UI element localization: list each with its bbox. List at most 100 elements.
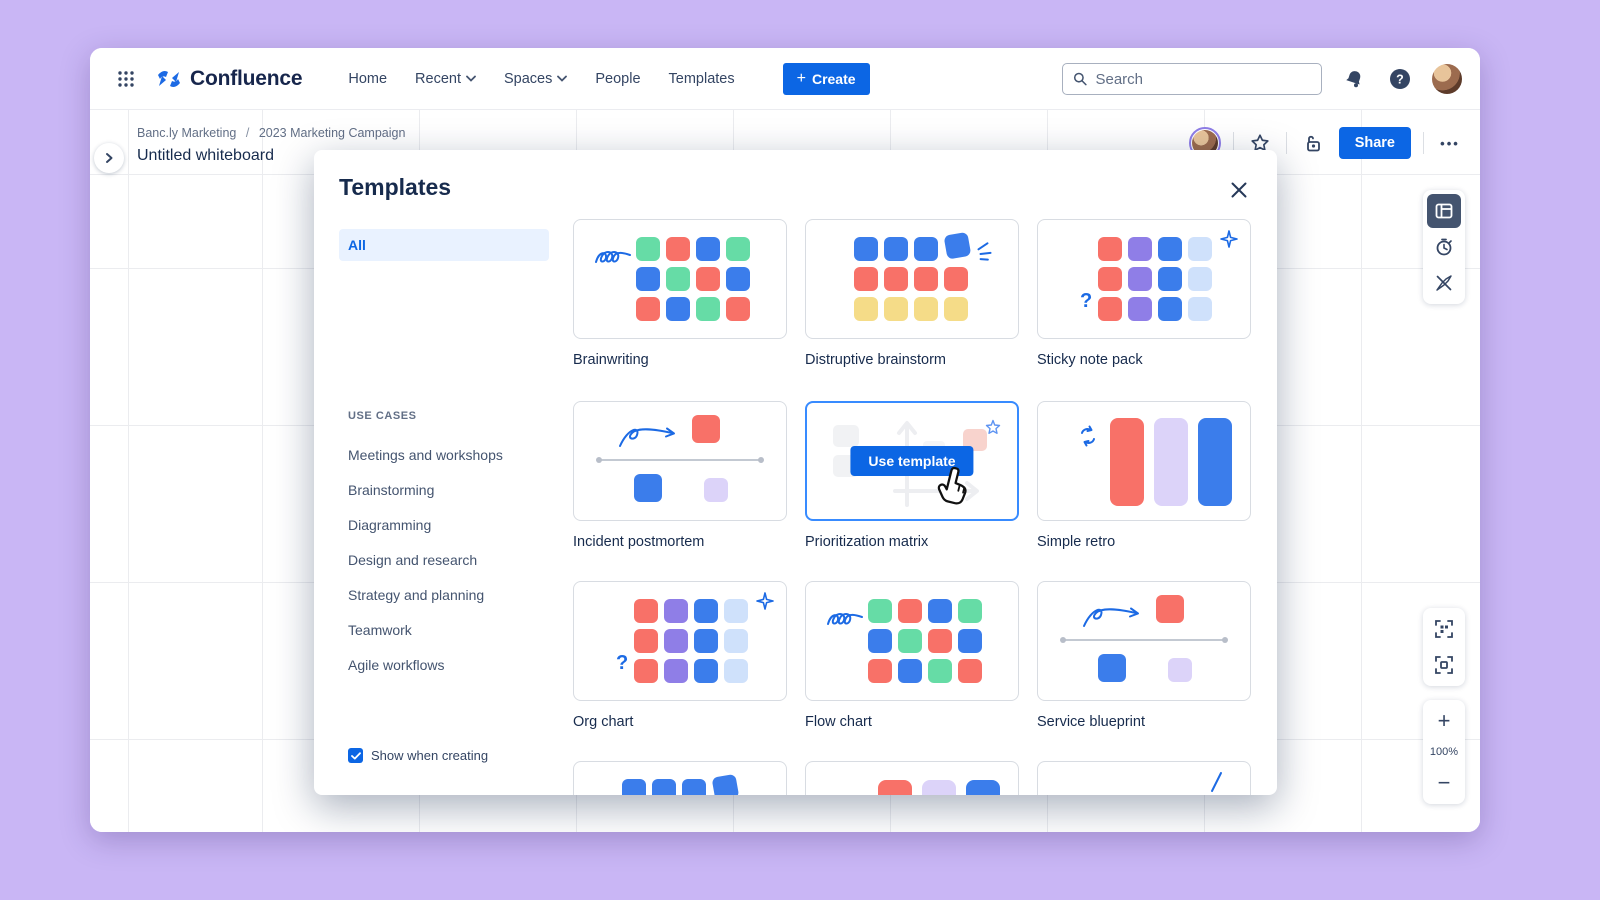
template-name: Flow chart	[805, 714, 872, 730]
template-name: Sticky note pack	[1037, 352, 1143, 368]
breadcrumb-space[interactable]: Banc.ly Marketing	[137, 126, 237, 140]
template-thumbnail[interactable]	[805, 761, 1019, 795]
user-avatar[interactable]	[1432, 64, 1462, 94]
svg-text:?: ?	[1396, 73, 1404, 87]
scribble-icon	[827, 613, 863, 625]
timer-button[interactable]	[1427, 230, 1461, 264]
more-options-icon[interactable]: •••	[1440, 135, 1460, 151]
sidebar-expand-button[interactable]	[94, 143, 124, 173]
breadcrumb-separator: /	[245, 126, 250, 140]
breadcrumb-page[interactable]: 2023 Marketing Campaign	[258, 126, 406, 140]
close-icon[interactable]	[1225, 176, 1253, 204]
zoom-panel: + 100% −	[1423, 700, 1465, 804]
show-when-creating-checkbox[interactable]	[348, 748, 363, 763]
template-name: Simple retro	[1037, 534, 1116, 550]
template-card-incident-postmortem: Incident postmortem	[573, 401, 787, 550]
app-window: Confluence Home Recent Spaces People Tem…	[90, 48, 1480, 832]
template-name: Prioritization matrix	[805, 534, 929, 550]
zoom-out-button[interactable]: −	[1437, 770, 1451, 795]
modal-title: Templates	[339, 174, 452, 200]
template-card-prioritization-matrix: Use template Prioritization matrix	[805, 401, 1019, 550]
nav-item-recent[interactable]: Recent	[405, 63, 486, 95]
help-icon[interactable]: ?	[1386, 65, 1414, 93]
zoom-in-button[interactable]: +	[1437, 708, 1451, 733]
plus-icon: +	[796, 69, 806, 87]
grid-9-dots-icon	[118, 70, 134, 87]
share-button[interactable]: Share	[1338, 127, 1411, 159]
template-thumbnail[interactable]	[573, 219, 787, 339]
view-tools-panel	[1423, 608, 1465, 686]
search-icon	[1073, 72, 1087, 86]
template-thumbnail-hovered[interactable]: Use template	[805, 401, 1019, 521]
notifications-bell-icon[interactable]	[1340, 65, 1368, 93]
template-thumbnail[interactable]	[573, 401, 787, 521]
sparkle-icon	[1220, 230, 1238, 248]
template-card-org-chart: ? Org chart	[573, 581, 787, 730]
search-box[interactable]	[1062, 63, 1322, 95]
use-case-diagramming[interactable]: Diagramming	[348, 516, 432, 533]
app-switcher-icon[interactable]	[110, 63, 142, 95]
sparkle-icon	[756, 592, 774, 610]
timeline-line	[596, 457, 764, 463]
template-thumbnail[interactable]	[805, 581, 1019, 701]
unlock-icon[interactable]	[1299, 129, 1327, 157]
templates-panel-button[interactable]	[1427, 194, 1461, 228]
confluence-logo-icon	[158, 70, 180, 87]
timeline-line	[1060, 637, 1228, 643]
confluence-brand[interactable]: Confluence	[156, 66, 303, 91]
use-case-agile-workflows[interactable]: Agile workflows	[348, 656, 445, 673]
focus-frame-button[interactable]	[1427, 648, 1461, 682]
template-thumbnail[interactable]	[1037, 401, 1251, 521]
template-card-brainwriting: Brainwriting	[573, 219, 787, 368]
nav-item-templates[interactable]: Templates	[668, 70, 735, 87]
cycle-icon	[1081, 425, 1095, 447]
filter-all[interactable]: All	[339, 229, 549, 261]
top-nav: Confluence Home Recent Spaces People Tem…	[90, 48, 1480, 110]
star-icon[interactable]	[1246, 129, 1274, 157]
use-case-strategy-planning[interactable]: Strategy and planning	[348, 586, 485, 603]
laser-pointer-off-button[interactable]	[1427, 266, 1461, 300]
template-name: Brainwriting	[573, 352, 649, 368]
divider	[1232, 132, 1234, 154]
template-thumbnail[interactable]	[1037, 761, 1251, 795]
create-button[interactable]: + Create	[782, 62, 870, 95]
template-name: Distruptive brainstorm	[805, 352, 947, 368]
chevron-right-icon	[106, 153, 113, 163]
template-card-partial-1	[573, 761, 787, 795]
template-card-flow-chart: Flow chart	[805, 581, 1019, 730]
zoom-level[interactable]: 100%	[1429, 746, 1459, 758]
template-thumbnail[interactable]: ?	[1037, 219, 1251, 339]
template-thumbnail[interactable]	[573, 761, 787, 795]
question-mark-doodle: ?	[616, 652, 629, 674]
fit-to-screen-button[interactable]	[1427, 612, 1461, 646]
ghost-star-icon	[985, 419, 1001, 434]
template-thumbnail[interactable]	[1037, 581, 1251, 701]
nav-menu: Home Recent Spaces People Templates	[338, 63, 744, 95]
chevron-down-icon	[557, 75, 568, 82]
template-name: Org chart	[573, 714, 634, 730]
template-card-simple-retro: Simple retro	[1037, 401, 1251, 550]
template-card-service-blueprint: Service blueprint	[1037, 581, 1251, 730]
template-thumbnail[interactable]	[805, 219, 1019, 339]
search-input[interactable]	[1095, 70, 1311, 88]
use-cases-header: USE CASES	[348, 410, 417, 422]
loop-arrow-icon	[1083, 607, 1139, 627]
template-card-sticky-note-pack: ? Sticky note pack	[1037, 219, 1251, 368]
use-case-teamwork[interactable]: Teamwork	[348, 621, 412, 638]
nav-item-people[interactable]: People	[595, 70, 641, 87]
template-name: Service blueprint	[1037, 714, 1145, 730]
slash-doodle-icon	[1211, 772, 1222, 792]
right-tool-panel	[1423, 190, 1465, 304]
board-title[interactable]: Untitled whiteboard	[137, 147, 274, 164]
template-thumbnail[interactable]: ?	[573, 581, 787, 701]
nav-item-spaces[interactable]: Spaces	[494, 63, 577, 95]
use-case-design-research[interactable]: Design and research	[348, 551, 478, 568]
show-when-creating-row[interactable]: Show when creating	[348, 748, 488, 763]
brand-name: Confluence	[190, 66, 303, 90]
use-case-brainstorming[interactable]: Brainstorming	[348, 481, 435, 498]
nav-item-home[interactable]: Home	[348, 70, 388, 87]
divider	[1423, 132, 1424, 154]
template-card-distruptive-brainstorm: Distruptive brainstorm	[805, 219, 1019, 368]
use-case-meetings[interactable]: Meetings and workshops	[348, 446, 503, 463]
